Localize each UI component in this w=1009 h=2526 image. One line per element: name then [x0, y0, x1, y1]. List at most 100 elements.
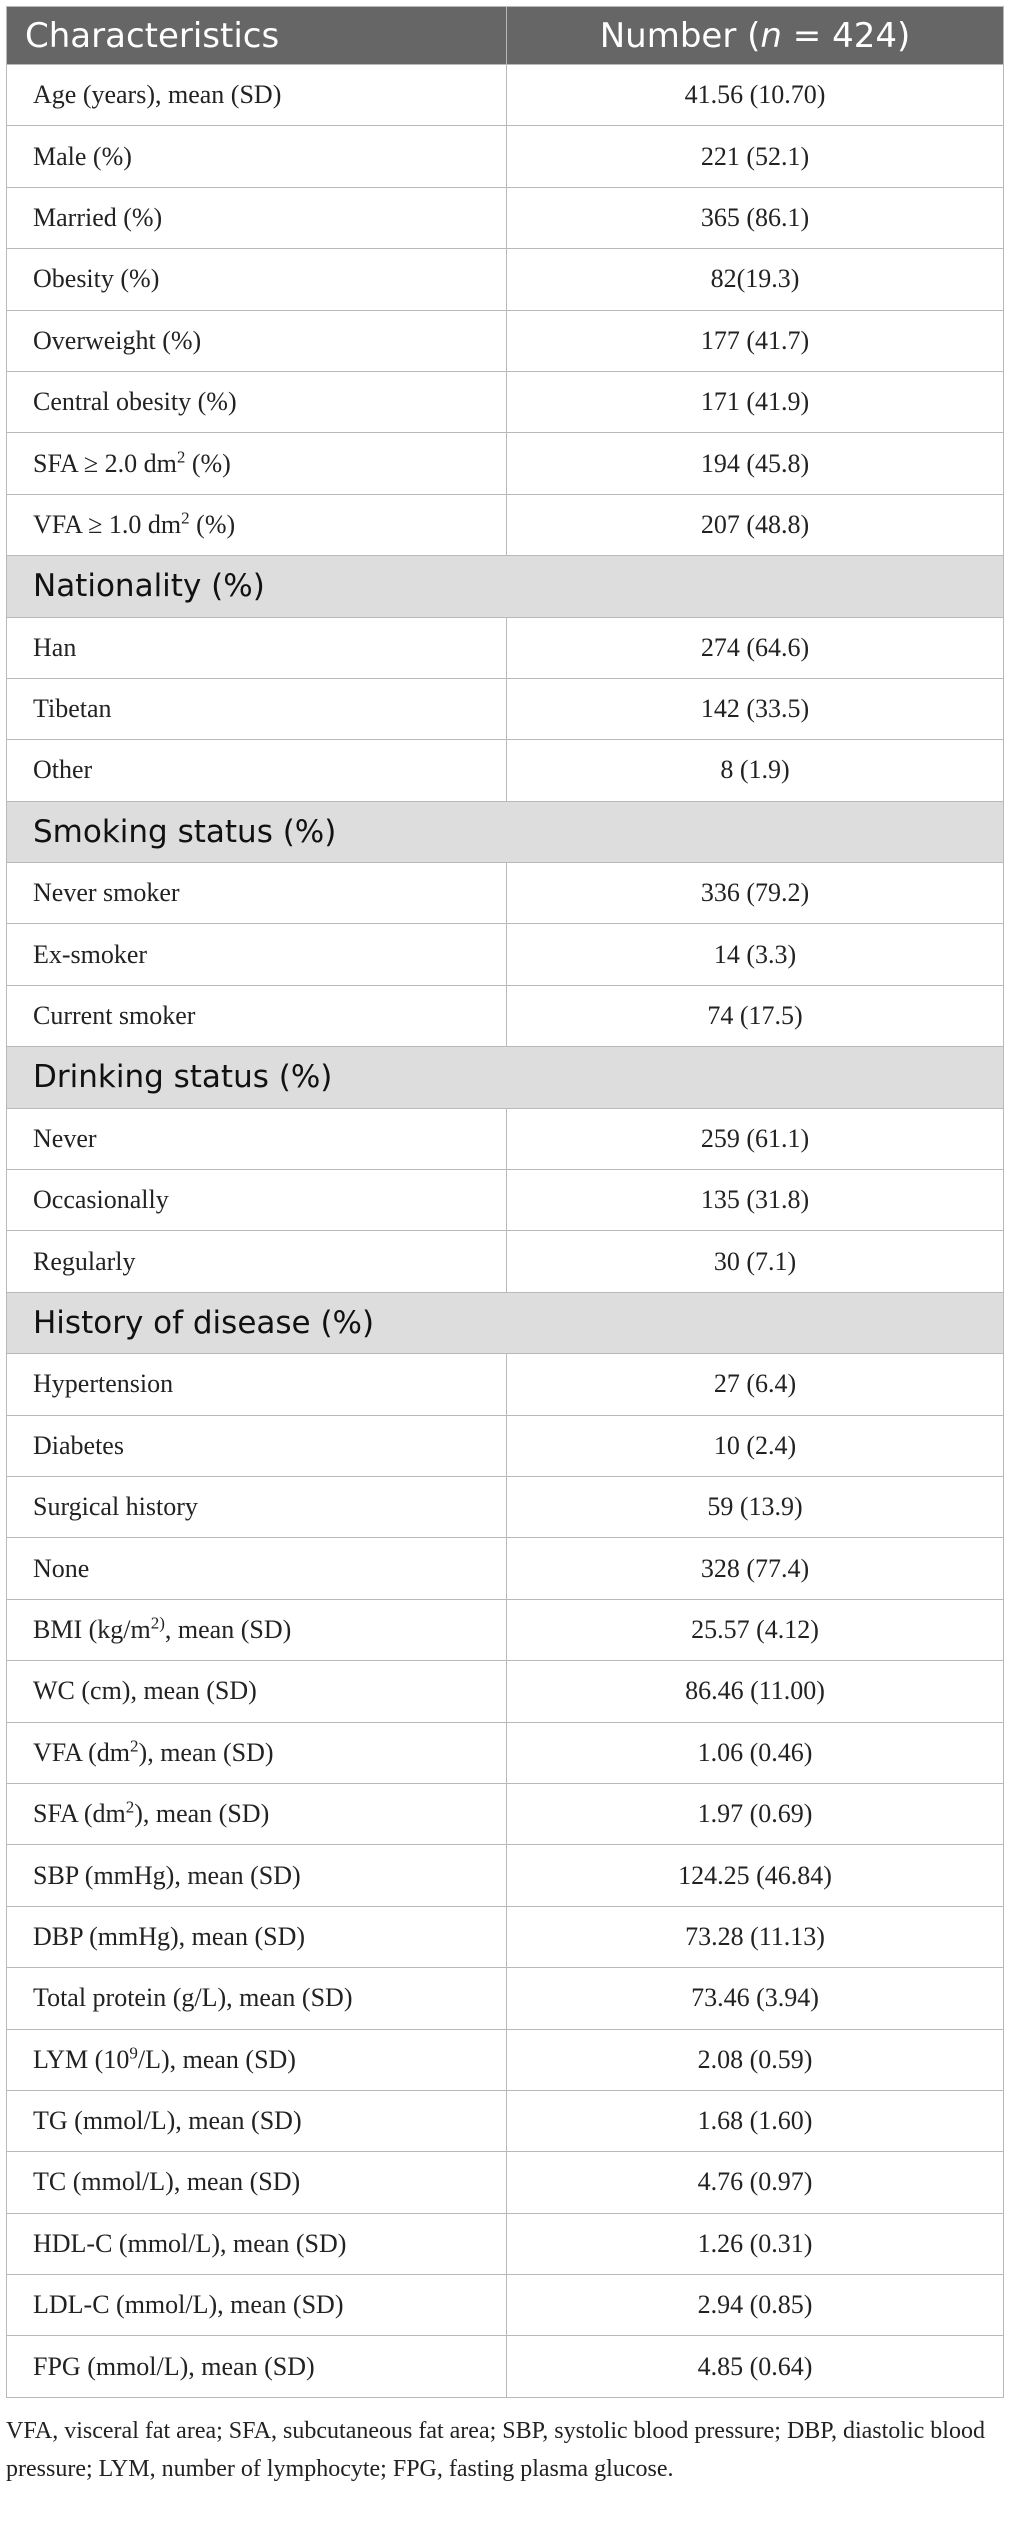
row-value: 207 (48.8)	[506, 493, 1004, 557]
row-label: Central obesity (%)	[6, 370, 507, 434]
row-value: 2.94 (0.85)	[506, 2274, 1004, 2337]
section-title: History of disease (%)	[6, 1291, 1004, 1355]
table-row: FPG (mmol/L), mean (SD) 4.85 (0.64)	[6, 2335, 1004, 2398]
table-row: Tibetan 142 (33.5)	[6, 677, 1004, 741]
row-label: SFA (dm2), mean (SD)	[6, 1782, 507, 1846]
row-value: 59 (13.9)	[506, 1475, 1004, 1539]
row-label-suffix: /L), mean (SD)	[137, 2044, 296, 2074]
row-label-superscript: 2	[130, 1736, 139, 1756]
row-label-text: LYM (10	[33, 2044, 130, 2074]
row-label: VFA (dm2), mean (SD)	[6, 1721, 507, 1784]
row-label: SBP (mmHg), mean (SD)	[6, 1844, 507, 1907]
row-label-superscript: 2	[181, 508, 190, 528]
row-label: Diabetes	[6, 1414, 507, 1477]
table-row: Regularly 30 (7.1)	[6, 1230, 1004, 1293]
table-row: TC (mmol/L), mean (SD) 4.76 (0.97)	[6, 2151, 1004, 2214]
row-value: 1.68 (1.60)	[506, 2089, 1004, 2153]
section-title: Smoking status (%)	[6, 800, 1004, 864]
row-label: Total protein (g/L), mean (SD)	[6, 1967, 507, 2030]
row-value: 2.08 (0.59)	[506, 2028, 1004, 2091]
table-row: Never smoker 336 (79.2)	[6, 862, 1004, 925]
header-number-suffix: = 424)	[781, 15, 911, 56]
row-label: WC (cm), mean (SD)	[6, 1660, 507, 1723]
row-label: Married (%)	[6, 186, 507, 250]
row-value: 73.28 (11.13)	[506, 1905, 1004, 1969]
table-row: WC (cm), mean (SD) 86.46 (11.00)	[6, 1660, 1004, 1723]
section-title: Drinking status (%)	[6, 1046, 1004, 1109]
row-value: 82(19.3)	[506, 248, 1004, 311]
row-value: 14 (3.3)	[506, 923, 1004, 986]
row-label: LYM (109/L), mean (SD)	[6, 2028, 507, 2091]
row-label: TC (mmol/L), mean (SD)	[6, 2151, 507, 2214]
row-value: 41.56 (10.70)	[506, 63, 1004, 127]
row-label: Never	[6, 1107, 507, 1171]
document: Characteristics Number (n = 424) Age (ye…	[6, 6, 1004, 2488]
header-number-n: n	[760, 15, 782, 56]
row-label-superscript: 2	[176, 446, 186, 466]
row-label: LDL-C (mmol/L), mean (SD)	[6, 2274, 507, 2337]
table-row: None 328 (77.4)	[6, 1537, 1004, 1600]
table-row: Obesity (%) 82(19.3)	[6, 248, 1004, 311]
table-row: SFA ≥ 2.0 dm2 (%) 194 (45.8)	[6, 432, 1004, 495]
table-row: LYM (109/L), mean (SD) 2.08 (0.59)	[6, 2028, 1004, 2091]
row-value: 1.06 (0.46)	[506, 1721, 1004, 1784]
row-value: 1.26 (0.31)	[506, 2212, 1004, 2276]
row-label: Never smoker	[6, 862, 507, 925]
header-number-prefix: Number (	[599, 15, 761, 56]
table-row: SBP (mmHg), mean (SD) 124.25 (46.84)	[6, 1844, 1004, 1907]
row-label-text: BMI (kg/m	[33, 1614, 151, 1644]
table-row: TG (mmol/L), mean (SD) 1.68 (1.60)	[6, 2089, 1004, 2153]
row-value: 124.25 (46.84)	[506, 1844, 1004, 1907]
row-label-suffix: (%)	[185, 448, 231, 478]
row-value: 30 (7.1)	[506, 1230, 1004, 1293]
row-value: 135 (31.8)	[506, 1169, 1004, 1232]
table-row: Overweight (%) 177 (41.7)	[6, 309, 1004, 372]
table-row: Never 259 (61.1)	[6, 1107, 1004, 1171]
row-label: DBP (mmHg), mean (SD)	[6, 1905, 507, 1969]
row-value: 4.76 (0.97)	[506, 2151, 1004, 2214]
table-row: Other 8 (1.9)	[6, 739, 1004, 802]
table-footnote: VFA, visceral fat area; SFA, subcutaneou…	[6, 2417, 985, 2482]
table-row: VFA ≥ 1.0 dm2 (%) 207 (48.8)	[6, 493, 1004, 557]
table-row: Current smoker 74 (17.5)	[6, 984, 1004, 1048]
row-value: 142 (33.5)	[506, 677, 1004, 741]
row-label: None	[6, 1537, 507, 1600]
section-header-row: Drinking status (%)	[6, 1046, 1004, 1109]
row-value: 328 (77.4)	[506, 1537, 1004, 1600]
row-label: HDL-C (mmol/L), mean (SD)	[6, 2212, 507, 2276]
row-label: Overweight (%)	[6, 309, 507, 372]
row-label-superscript: 9	[129, 2043, 138, 2063]
row-value: 171 (41.9)	[506, 370, 1004, 434]
table-row: Married (%) 365 (86.1)	[6, 186, 1004, 250]
row-label-text: VFA (dm	[33, 1737, 131, 1767]
row-label-suffix: (%)	[189, 509, 236, 539]
row-label-superscript: 2	[125, 1797, 135, 1817]
table-row: Central obesity (%) 171 (41.9)	[6, 370, 1004, 434]
table-row: SFA (dm2), mean (SD) 1.97 (0.69)	[6, 1782, 1004, 1846]
row-label: Han	[6, 616, 507, 679]
header-characteristics: Characteristics	[6, 6, 507, 65]
table-row: Surgical history 59 (13.9)	[6, 1475, 1004, 1539]
characteristics-table: Characteristics Number (n = 424) Age (ye…	[6, 6, 1004, 2398]
section-header-row: Smoking status (%)	[6, 800, 1004, 864]
row-label: Ex-smoker	[6, 923, 507, 986]
row-value: 73.46 (3.94)	[506, 1967, 1004, 2030]
section-header-row: Nationality (%)	[6, 555, 1004, 618]
row-value: 74 (17.5)	[506, 984, 1004, 1048]
row-value: 365 (86.1)	[506, 186, 1004, 250]
table-header-row: Characteristics Number (n = 424)	[6, 6, 1004, 65]
row-value: 177 (41.7)	[506, 309, 1004, 372]
row-value: 86.46 (11.00)	[506, 1660, 1004, 1723]
table-row: BMI (kg/m2), mean (SD) 25.57 (4.12)	[6, 1598, 1004, 1662]
table-row: VFA (dm2), mean (SD) 1.06 (0.46)	[6, 1721, 1004, 1784]
row-label-text: SFA ≥ 2.0 dm	[33, 448, 177, 478]
row-value: 274 (64.6)	[506, 616, 1004, 679]
table-row: Han 274 (64.6)	[6, 616, 1004, 679]
row-value: 10 (2.4)	[506, 1414, 1004, 1477]
row-label-text: VFA ≥ 1.0 dm	[33, 509, 182, 539]
row-value: 27 (6.4)	[506, 1353, 1004, 1416]
row-label: Tibetan	[6, 677, 507, 741]
row-value: 221 (52.1)	[506, 125, 1004, 188]
table-row: HDL-C (mmol/L), mean (SD) 1.26 (0.31)	[6, 2212, 1004, 2276]
row-value: 259 (61.1)	[506, 1107, 1004, 1171]
